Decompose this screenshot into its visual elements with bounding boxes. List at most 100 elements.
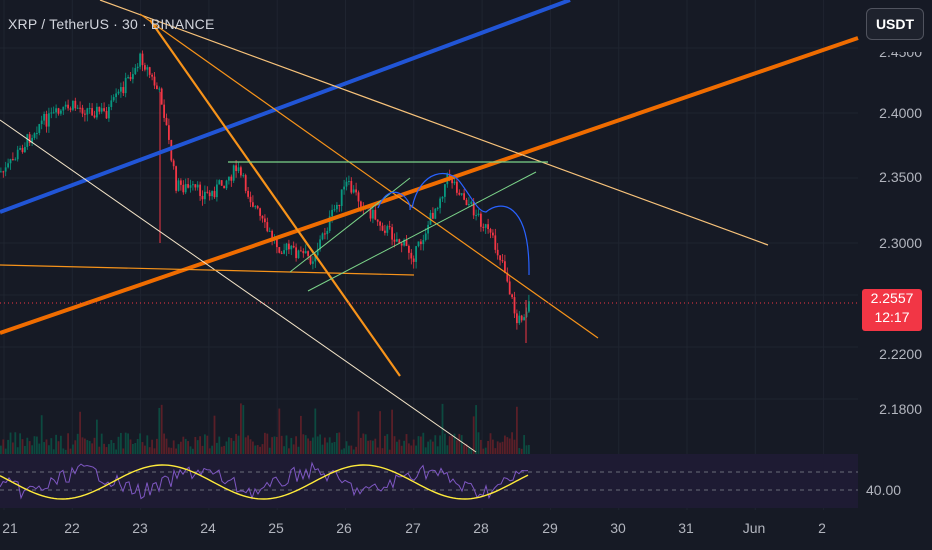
candle — [158, 88, 161, 90]
volume-bar — [506, 437, 509, 454]
candle — [93, 115, 96, 118]
volume-bar — [208, 448, 211, 454]
volume-bar — [271, 437, 273, 454]
volume-bar — [136, 439, 139, 454]
volume-bar — [220, 446, 223, 454]
rsi-background — [0, 454, 858, 508]
time-label-24: 24 — [200, 520, 216, 536]
volume-bar — [292, 444, 295, 454]
candle — [475, 215, 477, 217]
candle — [285, 243, 288, 251]
candle — [297, 250, 300, 259]
candle — [333, 209, 336, 211]
candle — [247, 190, 249, 197]
lower-channel-line — [0, 119, 477, 453]
candle — [350, 181, 353, 193]
candle — [88, 108, 91, 110]
volume-bar — [249, 439, 252, 454]
volume-bar — [520, 448, 523, 454]
candle — [283, 250, 285, 254]
candle — [458, 192, 461, 195]
title-separator-2: · — [141, 16, 147, 32]
candle — [165, 117, 168, 126]
volume-bar — [100, 433, 103, 454]
candle — [321, 233, 324, 240]
candle — [391, 227, 393, 240]
price-label-2-1800: 2.1800 — [879, 401, 922, 417]
candle — [14, 159, 17, 161]
volume-bar — [153, 448, 156, 454]
volume-bar — [372, 440, 374, 454]
volume-bar — [283, 446, 285, 454]
candle — [408, 245, 410, 253]
candle — [340, 189, 343, 206]
volume-bar — [400, 445, 403, 454]
symbol-title[interactable]: XRP / TetherUS · 30 · BINANCE — [8, 16, 218, 32]
volume-bar — [386, 434, 389, 454]
volume-bar — [472, 416, 475, 454]
volume-bar — [408, 443, 410, 454]
volume-bar — [434, 435, 437, 454]
orange-trendline — [0, 36, 859, 335]
volume-bar — [439, 435, 441, 454]
candle — [108, 106, 110, 119]
volume-bar — [218, 436, 221, 454]
volume-bar — [98, 446, 101, 454]
currency-button[interactable]: USDT — [866, 8, 924, 40]
candle — [67, 104, 69, 109]
volume-bar — [412, 439, 415, 454]
candle — [33, 133, 36, 138]
volume-bar — [81, 437, 84, 454]
candle — [151, 74, 153, 77]
volume-bar — [242, 405, 245, 454]
volume-bar — [31, 445, 33, 454]
rsi-ma-line — [0, 464, 529, 500]
candle — [518, 315, 521, 324]
candle — [410, 252, 413, 259]
candle — [172, 160, 175, 167]
volume-bar — [492, 439, 494, 454]
volume-bar — [376, 447, 379, 454]
candle — [290, 245, 293, 250]
volume-bar — [398, 439, 401, 454]
candle — [129, 76, 132, 80]
volume-bar — [108, 444, 110, 454]
candle — [292, 245, 295, 248]
volume-bar — [328, 437, 331, 454]
candle — [261, 215, 264, 219]
last-price-badge: 2.2557 12:17 — [862, 289, 922, 331]
volume-bar — [508, 438, 511, 454]
candle — [2, 171, 5, 173]
candle — [345, 181, 348, 187]
candle — [192, 184, 194, 186]
candle — [523, 317, 525, 321]
candle — [52, 112, 55, 114]
volume-bar — [115, 449, 117, 454]
volume-bar — [518, 448, 521, 454]
candle — [141, 53, 144, 66]
volume-bar — [112, 442, 115, 454]
volume-bar — [182, 436, 185, 454]
candle — [288, 243, 290, 250]
volume-bar — [264, 432, 266, 454]
candle — [511, 294, 513, 298]
volume-bar — [513, 439, 516, 454]
candle — [98, 106, 101, 112]
price-label-2-4000: 2.4000 — [879, 105, 922, 121]
volume-bar — [352, 449, 355, 454]
candle — [280, 252, 283, 254]
volume-bar — [64, 449, 67, 454]
volume-bar — [314, 408, 317, 454]
candle — [134, 68, 137, 75]
candle — [117, 91, 120, 94]
candle — [501, 260, 504, 262]
candle — [295, 247, 297, 259]
candle — [211, 191, 213, 197]
volume-bar — [374, 438, 377, 454]
candle — [194, 184, 197, 188]
candle — [424, 233, 427, 241]
volume-bar — [516, 406, 518, 454]
volume-bar — [204, 434, 206, 454]
volume-bar — [55, 434, 57, 454]
